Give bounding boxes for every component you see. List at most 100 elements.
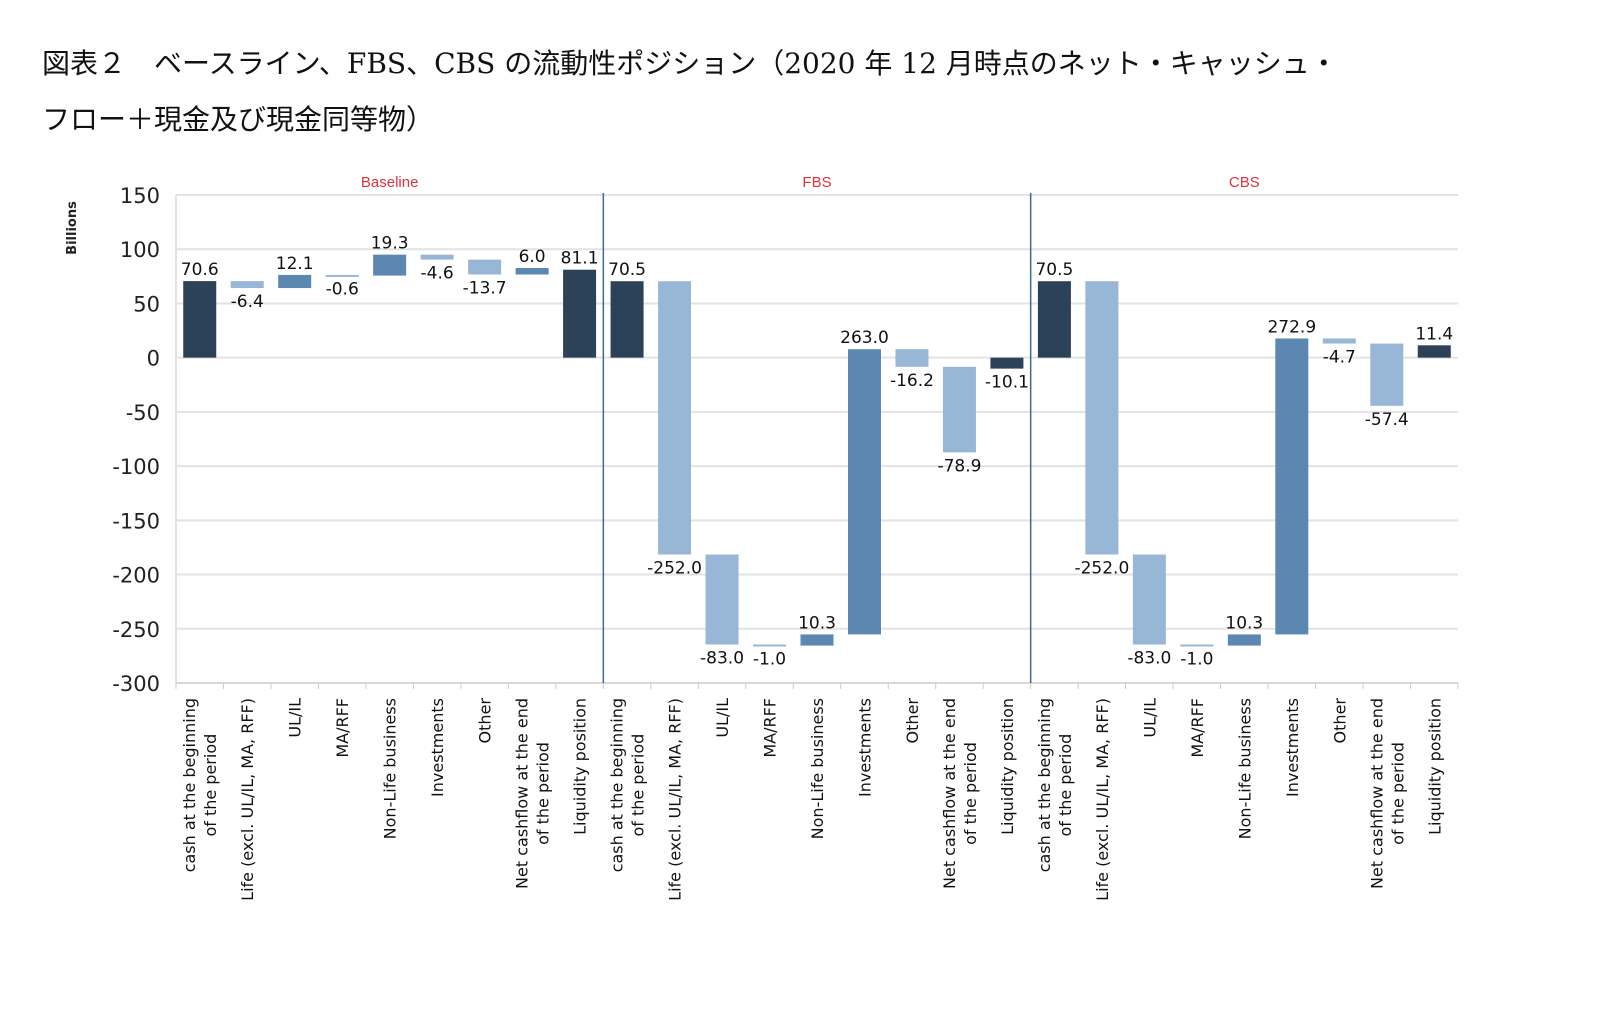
x-tick-label-line: MA/RFF <box>333 698 352 758</box>
x-tick-label: Life (excl. UL/IL, MA, RFF) <box>1093 698 1112 901</box>
bar-baseline-4 <box>373 254 407 276</box>
data-label: 272.9 <box>1267 317 1316 337</box>
data-label: -1.0 <box>753 650 786 670</box>
x-tick-label-line: Life (excl. UL/IL, MA, RFF) <box>666 698 685 901</box>
x-tick-label-line: Investments <box>1283 698 1302 797</box>
bar-cbs-2 <box>1132 554 1166 645</box>
bar-fbs-6 <box>895 349 929 367</box>
x-tick-label: Net cashflow at the end of the period <box>513 698 553 889</box>
x-tick-label-line: Non-Life business <box>1235 698 1254 839</box>
data-label: -0.6 <box>326 280 359 300</box>
data-label: 19.3 <box>371 234 409 254</box>
y-tick-label: -200 <box>112 564 160 588</box>
bar-baseline-3 <box>325 274 359 277</box>
bar-cbs-0 <box>1037 281 1071 358</box>
data-label: 10.3 <box>798 613 836 633</box>
x-tick-label-line: Liquidity position <box>998 698 1017 835</box>
x-tick-label: MA/RFF <box>1188 698 1207 758</box>
y-axis-label: Billions <box>65 201 80 255</box>
x-tick-label-line: Investments <box>855 698 874 797</box>
data-label: -4.7 <box>1323 348 1356 368</box>
x-tick-label-line: Non-Life business <box>808 698 827 839</box>
x-tick-label-line: UL/IL <box>1140 698 1159 738</box>
x-tick-label: Non-Life business <box>808 698 827 839</box>
x-tick-label-line: UL/IL <box>286 698 305 738</box>
x-tick-label-line: of the period <box>629 734 648 837</box>
x-tick-label: cash at the beginning of the period <box>1035 698 1075 872</box>
x-tick-label: Other <box>1330 698 1349 744</box>
bar-fbs-7 <box>942 366 976 453</box>
x-tick-label-line: MA/RFF <box>761 698 780 758</box>
x-tick-label: cash at the beginning of the period <box>608 698 648 872</box>
data-label: 70.5 <box>1035 260 1073 280</box>
section-label-cbs: CBS <box>1229 174 1260 191</box>
data-label: -252.0 <box>647 558 702 578</box>
x-tick-label-line: MA/RFF <box>1188 698 1207 758</box>
data-label: 263.0 <box>840 328 889 348</box>
bar-fbs-1 <box>658 281 692 555</box>
chart-title-line1: 図表２ ベースライン、FBS、CBS の流動性ポジション（2020 年 12 月… <box>42 47 1338 80</box>
x-tick-label: Liquidity position <box>1425 698 1444 835</box>
data-label: 70.6 <box>181 260 219 280</box>
x-tick-label: Investments <box>855 698 874 797</box>
data-label: 12.1 <box>276 254 314 274</box>
y-tick-label: -300 <box>112 672 160 696</box>
y-tick-label: -100 <box>112 455 160 479</box>
section-label-baseline: Baseline <box>361 174 419 191</box>
x-tick-label-line: Non-Life business <box>381 698 400 839</box>
x-tick-label: Non-Life business <box>381 698 400 839</box>
x-tick-label: Liquidity position <box>571 698 590 835</box>
bar-fbs-8 <box>990 357 1024 369</box>
data-label: -13.7 <box>463 278 507 298</box>
y-tick-label: -250 <box>112 618 160 642</box>
x-tick-label-line: cash at the beginning <box>1035 698 1054 872</box>
data-label: -83.0 <box>700 649 744 669</box>
data-label: -83.0 <box>1127 649 1171 669</box>
x-tick-label-line: Other <box>476 698 495 744</box>
x-tick-label: Liquidity position <box>998 698 1017 835</box>
bar-baseline-5 <box>420 254 454 260</box>
x-tick-label-line: Other <box>1330 698 1349 744</box>
x-tick-label: Life (excl. UL/IL, MA, RFF) <box>238 698 257 901</box>
data-label: 81.1 <box>561 249 599 269</box>
x-tick-label-line: Other <box>903 698 922 744</box>
bar-baseline-8 <box>563 269 597 358</box>
bar-fbs-0 <box>610 281 644 358</box>
y-tick-label: 0 <box>147 347 160 371</box>
x-tick-label: Other <box>903 698 922 744</box>
y-tick-label: 150 <box>120 184 160 208</box>
x-tick-label: MA/RFF <box>761 698 780 758</box>
data-label: 70.5 <box>608 260 646 280</box>
bar-baseline-7 <box>515 267 549 275</box>
y-tick-label: -150 <box>112 509 160 533</box>
x-tick-label: Net cashflow at the end of the period <box>940 698 980 889</box>
data-label: -57.4 <box>1365 410 1409 430</box>
y-tick-label: 50 <box>133 292 160 316</box>
bar-baseline-0 <box>183 281 217 358</box>
x-tick-label-line: UL/IL <box>713 698 732 738</box>
x-tick-label-line: Liquidity position <box>571 698 590 835</box>
bar-cbs-3 <box>1180 644 1214 647</box>
data-label: -252.0 <box>1074 558 1129 578</box>
x-tick-label-line: cash at the beginning <box>180 698 199 872</box>
x-tick-label: Net cashflow at the end of the period <box>1367 698 1407 889</box>
x-tick-label: Investments <box>428 698 447 797</box>
x-tick-label-line: Life (excl. UL/IL, MA, RFF) <box>238 698 257 901</box>
x-tick-label-line: cash at the beginning <box>608 698 627 872</box>
bar-cbs-4 <box>1227 634 1261 646</box>
data-label: -6.4 <box>231 292 264 312</box>
x-tick-label-line: of the period <box>961 742 980 845</box>
bar-baseline-1 <box>230 281 264 289</box>
x-tick-label-line: Net cashflow at the end <box>940 698 959 889</box>
bar-cbs-6 <box>1322 338 1356 344</box>
x-tick-label: UL/IL <box>286 698 305 738</box>
x-tick-label-line: of the period <box>201 734 220 837</box>
x-tick-label-line: Life (excl. UL/IL, MA, RFF) <box>1093 698 1112 901</box>
chart-title-line2: フロー＋現金及び現金同等物） <box>42 103 435 136</box>
data-label: 10.3 <box>1225 613 1263 633</box>
bar-cbs-1 <box>1085 281 1119 555</box>
data-label: -4.6 <box>421 264 454 284</box>
data-label: 6.0 <box>519 247 546 267</box>
x-tick-label-line: Investments <box>428 698 447 797</box>
bar-cbs-5 <box>1275 338 1309 635</box>
